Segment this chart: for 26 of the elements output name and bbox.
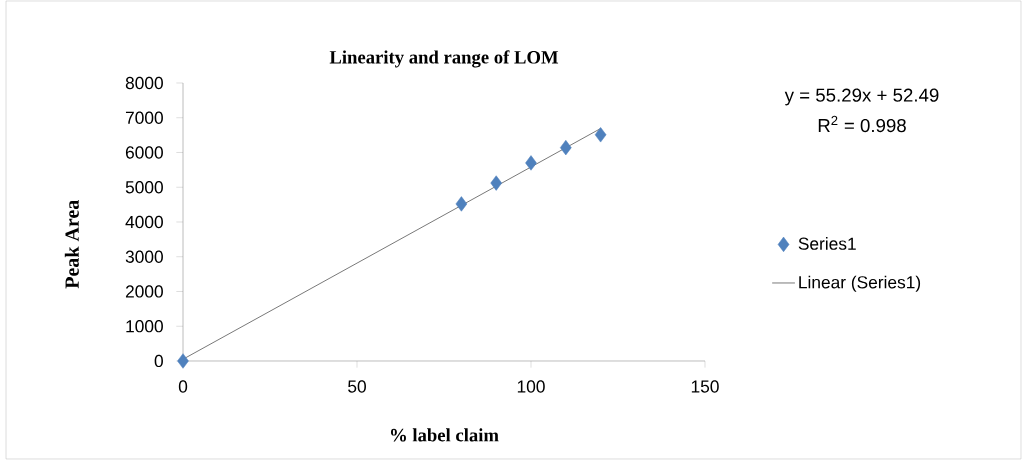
x-tick-label: 100 bbox=[517, 380, 545, 393]
x-axis-title: % label claim bbox=[390, 428, 499, 442]
point bbox=[525, 155, 537, 171]
x-tick-label: 50 bbox=[348, 380, 366, 393]
text: R$^{2}$ = 0.998 bbox=[818, 115, 906, 133]
y-tick-label: 8000 bbox=[125, 76, 163, 90]
y-tick-label: 1000 bbox=[126, 320, 163, 333]
y-tick-label: 3000 bbox=[125, 250, 163, 263]
y-axis-title: Peak Area bbox=[64, 200, 79, 289]
legend-label: Series1 bbox=[798, 237, 856, 250]
legend-label: Linear (Series1) bbox=[799, 275, 921, 292]
text: y = 55.29x + 52.49 bbox=[784, 88, 939, 106]
y-tick-label: 7000 bbox=[125, 111, 163, 124]
x-tick-label: 0 bbox=[178, 380, 188, 393]
point bbox=[594, 127, 607, 143]
y-tick-label: 0 bbox=[154, 354, 163, 368]
y-tick-label: 5000 bbox=[125, 181, 163, 194]
y-tick-label: 2000 bbox=[125, 285, 163, 298]
y-tick-label: 4000 bbox=[125, 215, 163, 229]
y-tick-label: 6000 bbox=[125, 146, 163, 159]
point bbox=[177, 353, 189, 369]
chart-title: Linearity and range of LOM bbox=[329, 50, 559, 68]
point bbox=[490, 175, 502, 191]
point bbox=[560, 140, 572, 156]
x-tick-label: 150 bbox=[691, 380, 719, 393]
point bbox=[455, 196, 468, 212]
